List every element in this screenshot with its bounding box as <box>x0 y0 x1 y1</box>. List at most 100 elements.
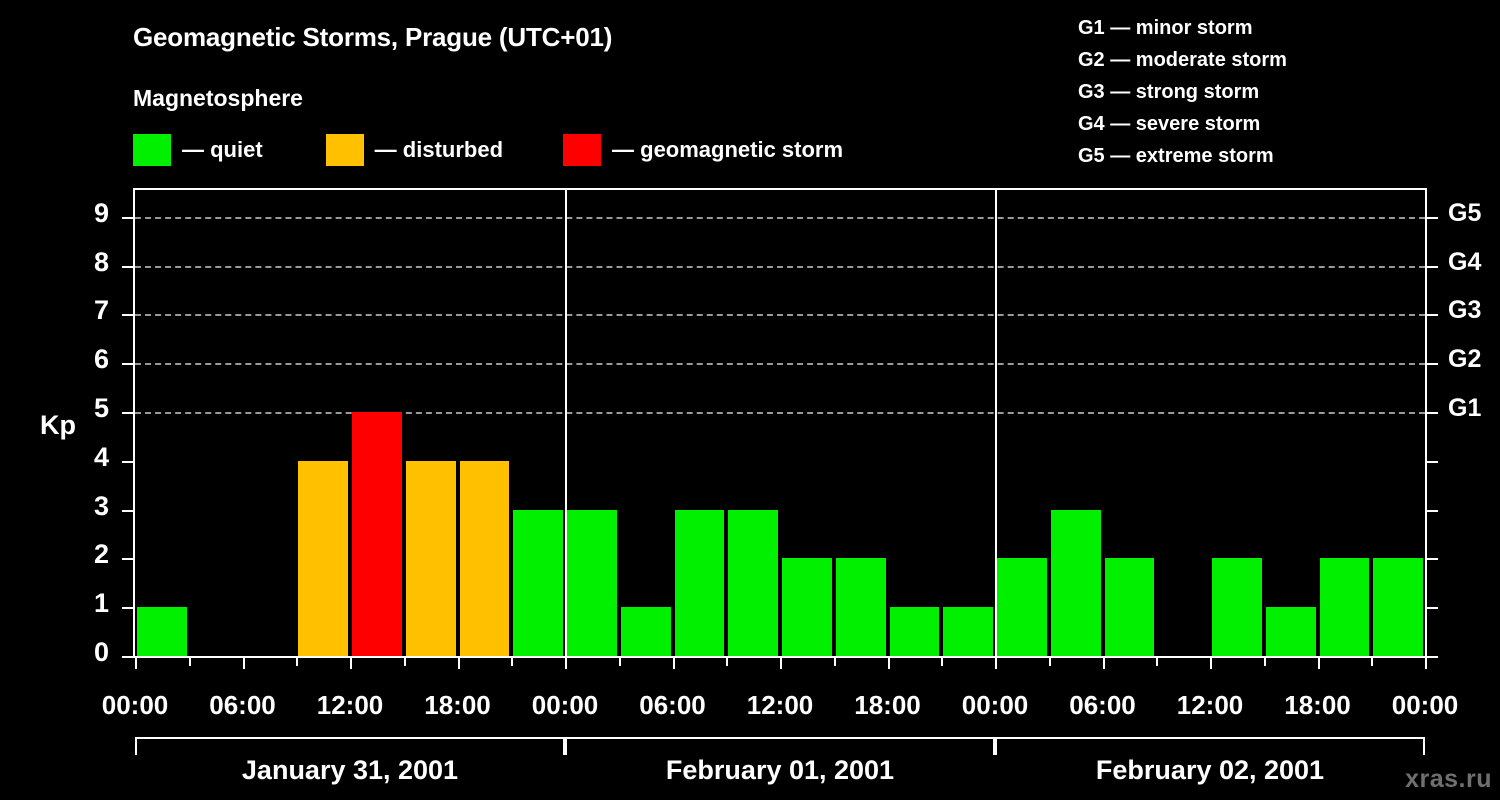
g-tick-mark-g3 <box>1427 314 1438 317</box>
bar-7 <box>513 509 563 656</box>
x-tick-label-2: 12:00 <box>316 690 384 720</box>
x-minor-tick-9 <box>618 658 621 666</box>
bar-23 <box>1373 558 1423 656</box>
right-minor-tick-0 <box>1427 656 1438 658</box>
x-tick-mark-8 <box>995 658 997 669</box>
day-divider-2 <box>995 190 997 656</box>
plot-area <box>133 188 1427 658</box>
g-tick-mark-g1 <box>1427 412 1438 415</box>
y-tick-label-6: 6 <box>93 344 109 375</box>
bar-0 <box>137 607 187 656</box>
x-tick-label-0: 00:00 <box>101 690 169 720</box>
gridline-kp-6 <box>135 363 1425 366</box>
x-minor-tick-23 <box>1371 658 1374 666</box>
day-bracket-0 <box>135 737 565 755</box>
right-minor-tick-1 <box>1427 607 1438 610</box>
gridlines <box>135 190 1425 656</box>
bar-series <box>135 190 1425 656</box>
watermark: xras.ru <box>1405 765 1492 793</box>
x-tick-mark-2 <box>350 658 352 669</box>
y-tick-label-0: 0 <box>93 637 109 667</box>
day-bracket-1 <box>565 737 995 755</box>
bar-15 <box>943 607 993 656</box>
day-label-1: February 01, 2001 <box>665 755 895 785</box>
g-legend-row-g2: G2 — moderate storm <box>1078 49 1287 71</box>
bar-16 <box>997 558 1047 656</box>
y-tick-label-5: 5 <box>93 393 109 424</box>
bar-8 <box>567 509 617 656</box>
x-tick-label-6: 12:00 <box>746 690 814 720</box>
gridline-kp-5 <box>135 412 1425 415</box>
x-minor-tick-1 <box>188 658 191 666</box>
legend-swatch-disturbed <box>325 134 364 166</box>
y-tick-mark-6 <box>122 363 133 366</box>
x-tick-mark-0 <box>135 658 137 669</box>
x-tick-label-12: 00:00 <box>1391 690 1459 720</box>
x-minor-tick-11 <box>726 658 729 666</box>
x-tick-label-5: 06:00 <box>639 690 706 720</box>
y-tick-mark-2 <box>122 558 133 561</box>
y-tick-mark-9 <box>122 216 133 219</box>
bar-11 <box>728 509 778 656</box>
y-tick-label-8: 8 <box>93 246 109 277</box>
legend-label-geomagnetic-storm: — geomagnetic storm <box>612 137 844 162</box>
bar-22 <box>1319 558 1370 656</box>
x-tick-mark-12 <box>1425 658 1427 669</box>
legend-label-disturbed: — disturbed <box>374 137 504 162</box>
chart-subtitle: Magnetosphere <box>133 85 303 111</box>
y-tick-label-4: 4 <box>93 441 109 472</box>
x-tick-mark-5 <box>672 658 675 669</box>
bar-3 <box>298 460 348 656</box>
y-tick-label-7: 7 <box>93 295 109 326</box>
legend-swatch-geomagnetic-storm <box>563 134 602 166</box>
x-tick-label-7: 18:00 <box>854 690 921 720</box>
g-legend-row-g1: G1 — minor storm <box>1078 17 1253 39</box>
x-minor-tick-19 <box>1156 658 1159 666</box>
day-label-0: January 31, 2001 <box>241 755 459 785</box>
x-minor-tick-13 <box>833 658 836 666</box>
y-tick-mark-7 <box>122 314 133 317</box>
y-tick-mark-1 <box>122 607 133 610</box>
x-minor-tick-7 <box>511 658 514 666</box>
day-dividers <box>135 190 1425 656</box>
x-tick-label-10: 12:00 <box>1176 690 1244 720</box>
y-axis-title: Kp <box>40 410 76 440</box>
legend-item-geomagnetic-storm: — geomagnetic storm <box>563 133 843 167</box>
bar-10 <box>674 509 725 656</box>
x-tick-label-11: 18:00 <box>1284 690 1351 720</box>
y-tick-label-3: 3 <box>93 490 109 521</box>
gridline-kp-7 <box>135 314 1425 317</box>
g-scale-legend: G1 — minor storm G2 — moderate storm G3 — … <box>1078 12 1287 172</box>
g-tick-label-g1: G1 <box>1448 394 1482 423</box>
right-minor-tick-2 <box>1427 558 1438 561</box>
y-tick-label-9: 9 <box>93 197 109 228</box>
bar-4 <box>352 412 402 656</box>
legend-item-quiet: — quiet <box>133 133 263 167</box>
x-minor-tick-3 <box>296 658 299 666</box>
y-tick-mark-3 <box>122 509 133 512</box>
bar-13 <box>835 558 886 656</box>
g-tick-label-g2: G2 <box>1448 345 1482 374</box>
x-tick-mark-7 <box>887 658 890 669</box>
day-divider-1 <box>565 190 567 656</box>
g-tick-label-g4: G4 <box>1448 247 1482 276</box>
y-tick-mark-8 <box>122 265 133 268</box>
x-minor-tick-17 <box>1048 658 1051 666</box>
g-tick-label-g3: G3 <box>1448 296 1482 325</box>
legend-swatch-quiet <box>133 134 171 166</box>
x-minor-tick-21 <box>1263 658 1266 666</box>
x-tick-label-4: 00:00 <box>531 690 599 720</box>
x-tick-mark-9 <box>1102 658 1105 669</box>
bar-6 <box>459 460 510 656</box>
y-tick-label-2: 2 <box>93 539 109 570</box>
bar-17 <box>1050 509 1101 656</box>
x-tick-label-3: 18:00 <box>424 690 491 720</box>
x-minor-tick-5 <box>403 658 406 666</box>
bar-18 <box>1104 558 1155 656</box>
y-tick-label-1: 1 <box>93 588 109 619</box>
x-minor-tick-15 <box>941 658 944 666</box>
gridline-kp-9 <box>135 216 1425 219</box>
x-tick-mark-11 <box>1317 658 1320 669</box>
legend-label-quiet: — quiet <box>182 137 263 162</box>
